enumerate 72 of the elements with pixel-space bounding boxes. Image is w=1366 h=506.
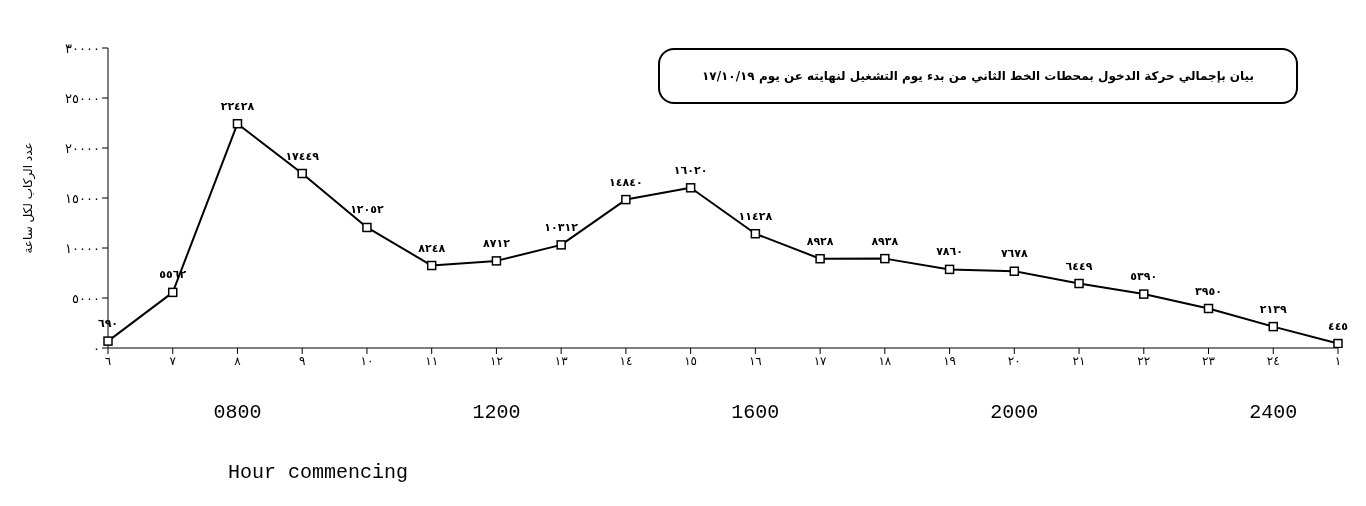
point (426, 260, 437, 271)
data-label: ٣٩٥٠ (1195, 284, 1222, 298)
data-label: ٦٤٤٩ (1065, 259, 1093, 273)
y-tick-label: ٥٠٠٠ (72, 290, 100, 306)
x-tick-label: ١٤ (619, 353, 633, 368)
x-tick-label: ٢٣ (1202, 353, 1216, 368)
point (944, 264, 955, 275)
point (880, 253, 890, 264)
data-label: ٨٢٤٨ (418, 241, 446, 255)
data-label: ١١٤٢٨ (738, 209, 773, 223)
y-tick-label: ٢٥٠٠٠ (65, 90, 100, 106)
x-tick-label: ٨ (234, 353, 242, 368)
x-tick-label: ٦ (104, 353, 112, 368)
x2-tick-label: 1200 (472, 401, 521, 424)
data-label: ٥٣٩٠ (1130, 270, 1158, 284)
point (1009, 266, 1020, 276)
x-tick-label: ١٩ (943, 353, 957, 368)
x-tick-label: ١٧ (813, 353, 828, 368)
data-label: ٢٢٤٢٨ (220, 99, 255, 113)
data-label: ٤٤٥ (1327, 319, 1349, 333)
y-tick-label: ٢٠٠٠٠ (65, 140, 100, 156)
point (556, 240, 566, 250)
x-tick-label: ٢٠ (1007, 353, 1021, 368)
x2-tick-label: 2000 (990, 401, 1039, 424)
x2-tick-label: 2400 (1249, 401, 1298, 424)
point (1139, 289, 1149, 299)
y-tick-label: ١٥٠٠٠ (65, 190, 100, 206)
x-tick-label: ١١ (425, 353, 439, 368)
point (1074, 278, 1084, 289)
point (685, 183, 696, 193)
x-tick-label: ١٣ (554, 353, 569, 368)
x-tick-label: ٩ (298, 353, 306, 368)
point (1333, 338, 1343, 348)
x-tick-label: ١٨ (878, 353, 892, 368)
data-label: ٧٦٧٨ (1000, 247, 1029, 261)
x-tick-label: ٢٤ (1266, 353, 1280, 368)
x-tick-label: ١٥ (684, 353, 698, 368)
data-label: ١٢٠٥٢ (350, 203, 385, 217)
data-label: ٢١٣٩ (1259, 302, 1287, 316)
y-axis-title: عدد الركاب لكل ساعة (21, 142, 37, 254)
data-label: ١٠٣١٢ (544, 220, 579, 234)
x-tick-label: ٧ (169, 353, 177, 368)
data-label: ٦٩٠ (97, 317, 119, 331)
point (362, 222, 372, 233)
point (1203, 303, 1214, 314)
x-tick-label: ١٢ (489, 353, 503, 368)
point (491, 256, 502, 266)
y-tick-label: ١٠٠٠٠ (65, 240, 100, 256)
data-label: ١٧٤٤٩ (285, 149, 320, 163)
x2-tick-label: 0800 (213, 401, 262, 424)
point (750, 228, 761, 239)
x-tick-label: ١٠ (360, 353, 374, 368)
point (297, 168, 307, 179)
point (167, 287, 178, 298)
x-tick-label: ٢١ (1072, 353, 1086, 368)
x2-axis-title: Hour commencing (228, 461, 409, 484)
point (1268, 321, 1279, 332)
point (232, 118, 243, 129)
data-label: ١٤٨٤٠ (609, 175, 643, 189)
x-tick-label: ١٦ (748, 353, 762, 368)
data-label: ٧٨٦٠ (936, 245, 964, 259)
x2-tick-label: 1600 (731, 401, 780, 424)
y-tick-label: ٠ (93, 340, 100, 356)
y-tick-label: ٣٠٠٠٠ (65, 40, 100, 56)
x-tick-label: ٢٢ (1137, 353, 1151, 368)
data-label: ٨٧١٢ (482, 236, 511, 250)
data-label: ١٦٠٢٠ (673, 163, 708, 177)
x-tick-label: ١ (1334, 353, 1342, 368)
point (621, 194, 631, 205)
data-label: ٨٩٣٨ (871, 234, 899, 248)
data-label: ٨٩٢٨ (806, 234, 834, 248)
point (815, 253, 825, 264)
